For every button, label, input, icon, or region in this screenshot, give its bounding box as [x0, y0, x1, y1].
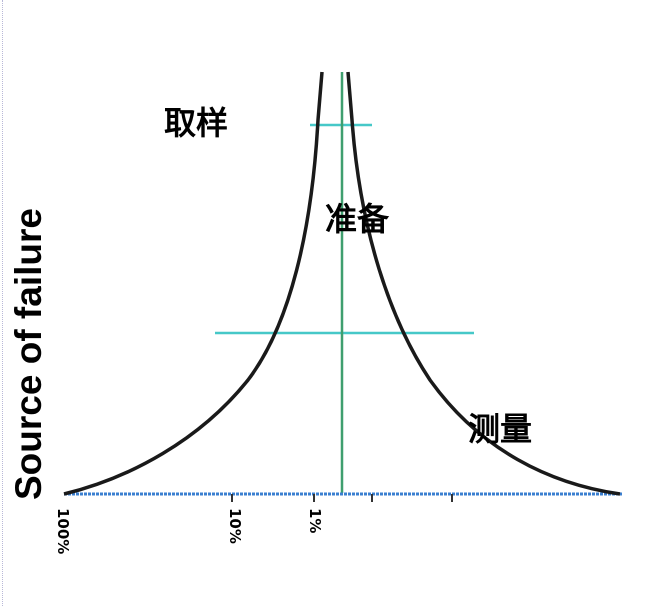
- zone-label-measurement: 测量: [468, 410, 533, 448]
- right-failure-curve: [346, 71, 621, 496]
- zone-label-preparation: 准备: [325, 200, 390, 238]
- y-axis-label: Source of failure: [8, 208, 49, 500]
- frame-edge: [2, 0, 3, 606]
- x-tick-label: 100%: [54, 508, 72, 555]
- left-failure-curve: [63, 71, 324, 496]
- zone-label-sampling: 取样: [164, 104, 229, 142]
- x-tick-label: 10%: [226, 508, 244, 544]
- x-tick-label: 1%: [306, 508, 324, 534]
